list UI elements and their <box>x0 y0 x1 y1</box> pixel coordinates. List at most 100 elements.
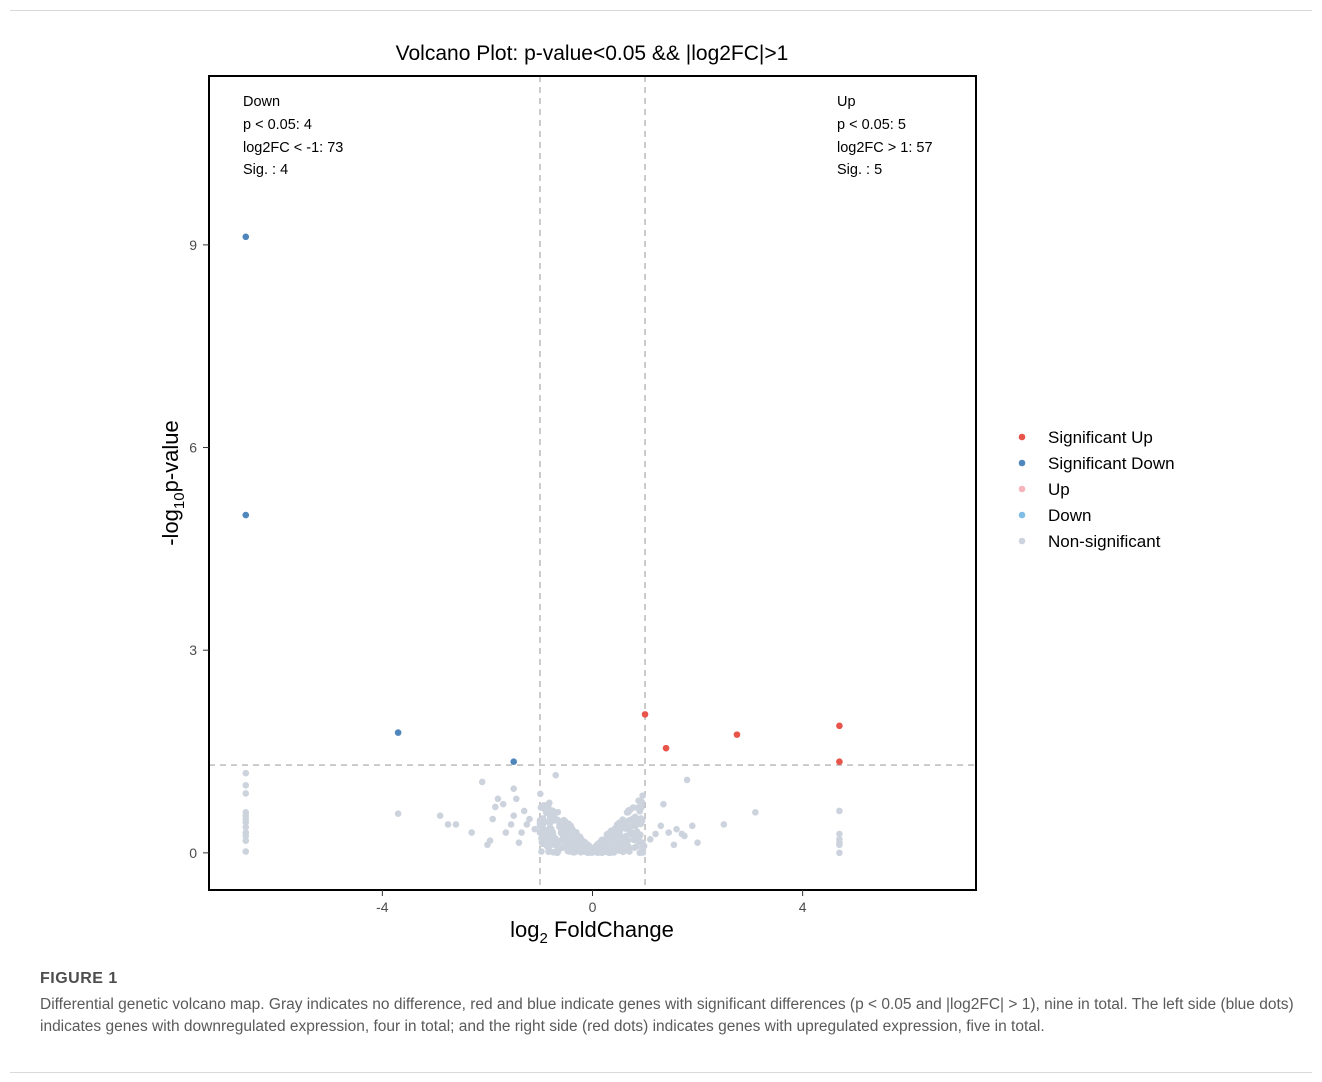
top-divider <box>10 10 1312 11</box>
down-annotation-line: Down <box>243 94 280 110</box>
data-point <box>836 758 843 765</box>
data-point <box>242 233 250 241</box>
legend-marker <box>1018 511 1026 519</box>
legend-label: Up <box>1048 480 1070 499</box>
data-point <box>513 795 520 803</box>
y-axis-label-post: p-value <box>158 420 183 492</box>
data-point <box>638 798 645 806</box>
data-point <box>689 822 696 830</box>
data-point <box>733 731 741 738</box>
data-point <box>617 832 624 840</box>
data-point <box>536 817 544 824</box>
data-point <box>547 811 554 818</box>
data-point <box>657 822 665 830</box>
y-tick-label: 0 <box>189 845 197 861</box>
data-point <box>593 845 601 853</box>
data-point <box>536 829 544 836</box>
data-point <box>537 790 544 798</box>
data-point <box>541 832 549 840</box>
data-point <box>492 803 499 811</box>
data-point <box>836 807 843 815</box>
data-point <box>670 841 678 849</box>
data-point <box>641 711 649 718</box>
data-point <box>242 832 250 840</box>
data-point <box>552 771 560 779</box>
data-point <box>242 781 250 789</box>
x-tick-label: 4 <box>799 899 807 915</box>
data-point <box>652 830 659 838</box>
data-point <box>631 813 639 821</box>
bottom-divider <box>10 1072 1312 1073</box>
data-point <box>639 792 646 799</box>
data-point <box>623 832 630 840</box>
legend-marker <box>1018 433 1026 441</box>
data-point <box>565 820 573 828</box>
data-point <box>520 807 528 815</box>
data-point <box>660 800 667 808</box>
up-annotation-line: p < 0.05: 5 <box>837 117 906 133</box>
data-point <box>452 821 460 828</box>
data-point <box>478 778 486 786</box>
up-annotation-line: Up <box>837 94 856 110</box>
data-point <box>636 807 644 815</box>
data-point <box>468 829 475 836</box>
data-point <box>836 722 843 730</box>
chart-legend: Significant Up Significant Down Up Down Non-… <box>1018 428 1175 551</box>
data-point <box>613 821 621 828</box>
legend-marker <box>1018 459 1026 467</box>
data-point <box>673 825 680 833</box>
y-axis-label-pre: -log <box>158 509 183 546</box>
data-point <box>394 810 402 817</box>
data-point <box>510 758 517 765</box>
data-point <box>836 830 843 838</box>
data-point <box>752 809 759 816</box>
down-annotation-line: p < 0.05: 4 <box>243 117 312 133</box>
down-annotation-line: Sig. : 4 <box>243 162 288 178</box>
data-point <box>581 839 589 846</box>
y-tick-label: 9 <box>189 237 197 253</box>
data-point <box>499 800 507 808</box>
data-point <box>531 825 539 833</box>
data-point <box>489 815 496 823</box>
data-point <box>638 844 646 852</box>
data-point <box>683 776 691 784</box>
data-point <box>632 843 640 851</box>
figure-label: FIGURE 1 <box>40 970 118 987</box>
legend-label: Non-significant <box>1048 532 1161 551</box>
x-axis-label-sub: 2 <box>540 930 548 947</box>
y-axis-label-sub: 10 <box>171 492 188 509</box>
data-point <box>624 809 632 816</box>
data-point <box>486 837 494 844</box>
plot-border <box>208 75 977 891</box>
data-point <box>394 729 402 736</box>
data-point <box>242 790 250 797</box>
data-point <box>586 843 594 851</box>
legend-marker <box>1018 537 1026 545</box>
data-point <box>608 832 615 839</box>
data-point <box>242 769 250 777</box>
data-point <box>558 826 565 833</box>
legend-label: Significant Down <box>1048 454 1175 473</box>
x-axis-label: log2 FoldChange <box>510 917 674 947</box>
data-point <box>502 829 510 836</box>
data-point <box>665 829 672 836</box>
data-point <box>561 841 568 848</box>
data-point <box>515 839 523 847</box>
data-point <box>836 849 843 857</box>
data-point <box>436 812 444 819</box>
legend-marker <box>1018 485 1026 493</box>
data-point <box>242 823 250 831</box>
data-point <box>561 831 569 839</box>
data-point <box>242 511 250 519</box>
y-tick-label: 6 <box>189 440 197 456</box>
x-tick-label: 0 <box>589 899 597 915</box>
data-point <box>662 744 670 752</box>
data-point <box>694 839 701 847</box>
data-point <box>567 832 574 840</box>
data-point <box>242 837 250 844</box>
data-point <box>526 815 533 823</box>
x-axis-label-pre: log <box>510 917 539 942</box>
data-point <box>242 848 250 855</box>
data-point <box>507 821 515 828</box>
